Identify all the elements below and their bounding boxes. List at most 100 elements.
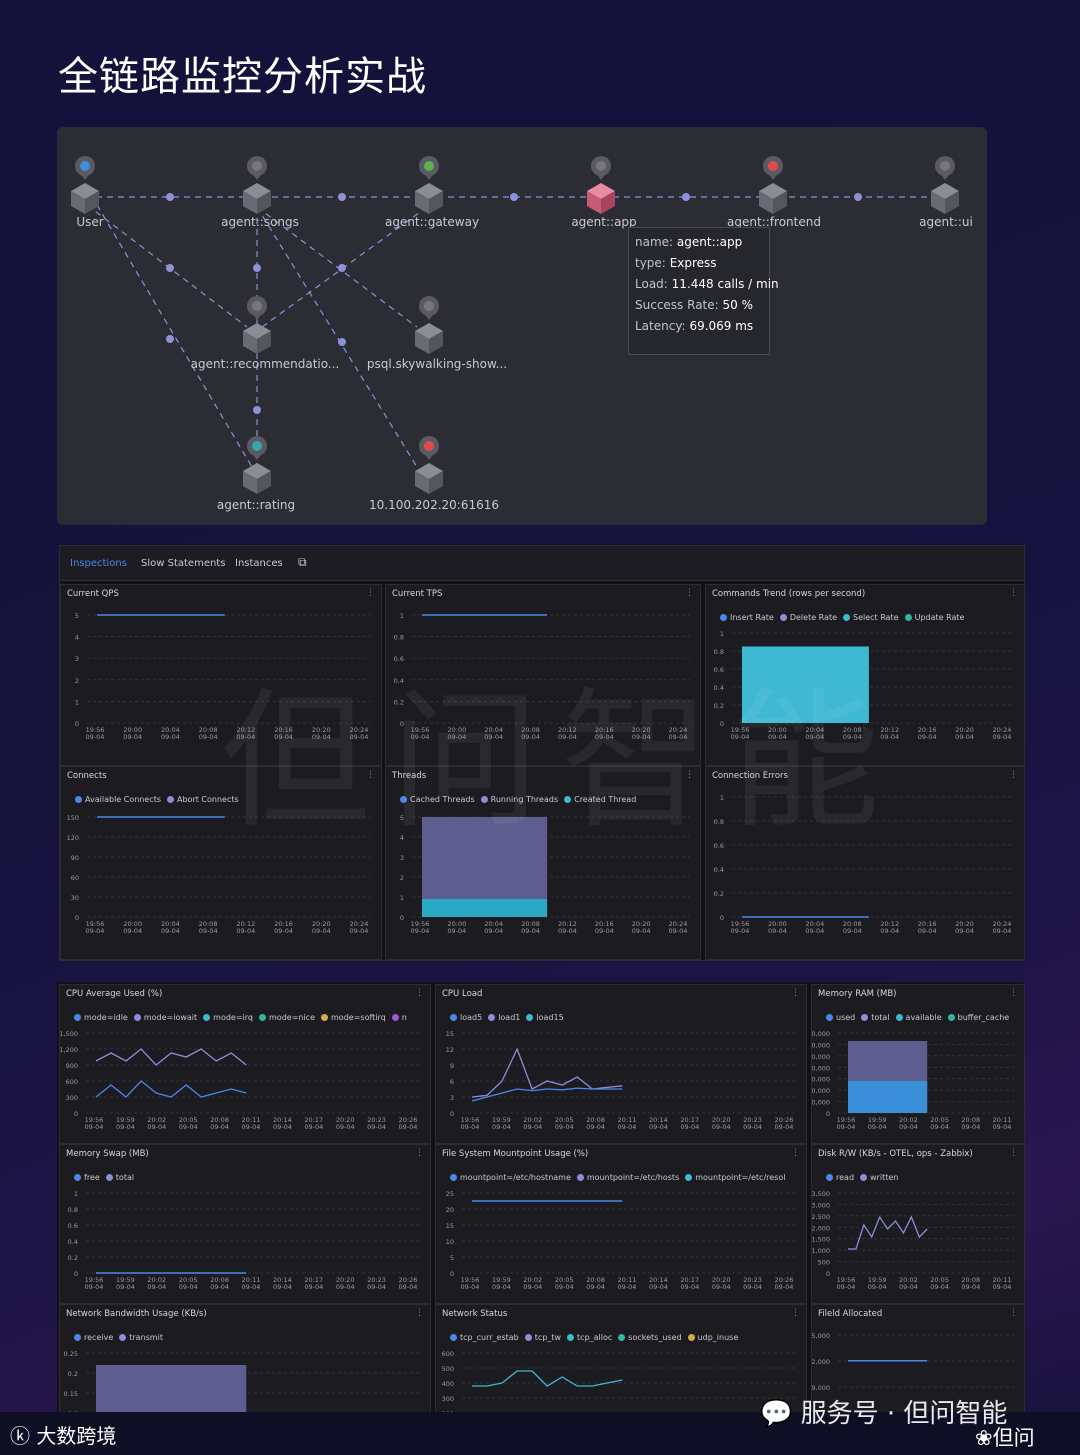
node-ui[interactable]	[931, 156, 959, 214]
x-tick-date: 09-04	[116, 1283, 135, 1291]
chart-panel[interactable]: Connects ⋮ Available Connects Abort Connect…	[60, 766, 382, 960]
legend-item[interactable]: transmit	[129, 1333, 163, 1342]
legend-item[interactable]: read	[836, 1173, 855, 1182]
panel-menu-icon[interactable]: ⋮	[791, 1308, 800, 1318]
chart-svg: 0.25 0.2 0.15 0.1	[64, 1350, 420, 1413]
legend-item[interactable]: Insert Rate	[730, 613, 774, 622]
chart-panel[interactable]: Memory Swap (MB) ⋮ free total 1 0.8 0.6 0.4 0.2 0…	[59, 1144, 431, 1304]
legend-item[interactable]: tcp_tw	[534, 1333, 562, 1342]
legend-item[interactable]: load5	[460, 1013, 483, 1022]
chart-panel[interactable]: Current QPS ⋮ 5 4 3 2 1 0 19:56 09-04 20:00 09-04 20…	[60, 584, 382, 766]
legend-item[interactable]: mode=softirq	[331, 1013, 386, 1022]
legend-item[interactable]: mountpoint=/etc/resol	[695, 1173, 786, 1182]
legend-item[interactable]: n	[401, 1013, 407, 1022]
legend-item[interactable]: free	[84, 1173, 100, 1182]
legend-item[interactable]: Available Connects	[85, 795, 161, 804]
chart-panel[interactable]: Fileld Allocated ⋮ 15,000 12,000 9,000 6,000	[811, 1304, 1025, 1414]
panel-menu-icon[interactable]: ⋮	[415, 1148, 424, 1158]
chart-panel[interactable]: CPU Load ⋮ load5 load1 load15 15 12 9 6 3 0 19:56 09…	[435, 984, 807, 1144]
legend-item[interactable]: mountpoint=/etc/hostname	[460, 1173, 571, 1182]
panel-menu-icon[interactable]: ⋮	[415, 1308, 424, 1318]
node-rating[interactable]	[243, 436, 271, 494]
tab-instances[interactable]: Instances	[235, 558, 283, 569]
legend-dot	[843, 614, 851, 621]
legend-item[interactable]: mode=nice	[269, 1013, 316, 1022]
chart-panel[interactable]: Threads ⋮ Cached Threads Running Threads Cre…	[385, 766, 701, 960]
legend-dot	[259, 1014, 266, 1021]
chart-panel[interactable]: Connection Errors ⋮ 1 0.8 0.6 0.4 0.2 0 19:56 09-…	[705, 766, 1025, 960]
legend-item[interactable]: receive	[84, 1333, 114, 1342]
panel-menu-icon[interactable]: ⋮	[1009, 988, 1018, 998]
x-tick-label: 20:04	[805, 920, 824, 928]
x-tick-date: 09-04	[274, 733, 293, 741]
chart-svg: 54321019:5609-0420:0009-0420:0409-0420:0…	[400, 814, 690, 935]
legend-item[interactable]: sockets_used	[628, 1333, 682, 1342]
panel-menu-icon[interactable]: ⋮	[685, 588, 694, 598]
chart-panel[interactable]: CPU Average Used (%) ⋮ mode=idle mode=iowai…	[59, 984, 431, 1144]
legend-item[interactable]: available	[905, 1013, 942, 1022]
legend-item[interactable]: mode=irq	[213, 1013, 253, 1022]
topology-graph[interactable]	[57, 127, 987, 525]
x-tick-label: 20:23	[367, 1116, 386, 1124]
node-user[interactable]	[71, 156, 99, 214]
panel-menu-icon[interactable]: ⋮	[366, 588, 375, 598]
node-ip[interactable]	[415, 436, 443, 494]
node-songs[interactable]	[243, 156, 271, 214]
legend-item[interactable]: Delete Rate	[789, 613, 838, 622]
panel-menu-icon[interactable]: ⋮	[1009, 1148, 1018, 1158]
legend-item[interactable]: Running Threads	[490, 795, 559, 804]
panel-menu-icon[interactable]: ⋮	[685, 770, 694, 780]
chart-panel[interactable]: Network Status ⋮ tcp_curr_estab tcp_tw tcp_a…	[435, 1304, 807, 1414]
panel-menu-icon[interactable]: ⋮	[1009, 588, 1018, 598]
node-psql[interactable]	[415, 296, 443, 354]
y-tick-label: 5	[450, 1254, 454, 1262]
node-pin-icon	[247, 296, 267, 320]
legend-item[interactable]: Created Thread	[574, 795, 637, 804]
panel-menu-icon[interactable]: ⋮	[366, 770, 375, 780]
chart-panel[interactable]: Commands Trend (rows per second) ⋮ Insert …	[705, 584, 1025, 766]
y-tick-label: 15,000	[812, 1332, 830, 1340]
chart-panel[interactable]: File System Mountpoint Usage (%) ⋮ mountpo…	[435, 1144, 807, 1304]
series-line	[95, 1048, 247, 1066]
legend-item[interactable]: used	[836, 1013, 856, 1022]
legend-item[interactable]: total	[115, 1173, 135, 1182]
chart-panel[interactable]: Network Bandwidth Usage (KB/s) ⋮ receive tr…	[59, 1304, 431, 1414]
series-line	[471, 1087, 623, 1102]
node-frontend[interactable]	[759, 156, 787, 214]
topology-panel[interactable]: User agent::songs agent::gateway agent::…	[57, 127, 987, 525]
tab-inspections[interactable]: Inspections	[70, 558, 127, 569]
legend-item[interactable]: load15	[536, 1013, 564, 1022]
chart-panel[interactable]: Disk R/W (KB/s - OTEL, ops - Zabbix) ⋮ rea…	[811, 1144, 1025, 1304]
node-gateway[interactable]	[415, 156, 443, 214]
chart-panel[interactable]: Current TPS ⋮ 1 0.8 0.6 0.4 0.2 0 19:56 09-04 20:0…	[385, 584, 701, 766]
panel-menu-icon[interactable]: ⋮	[1009, 770, 1018, 780]
legend-item[interactable]: mode=idle	[84, 1013, 128, 1022]
panel-menu-icon[interactable]: ⋮	[415, 988, 424, 998]
x-tick-date: 09-04	[961, 1283, 980, 1291]
legend-item[interactable]: Abort Connects	[177, 795, 239, 804]
legend-item[interactable]: buffer_cache	[957, 1013, 1010, 1022]
panel-menu-icon[interactable]: ⋮	[791, 988, 800, 998]
node-app[interactable]	[587, 156, 615, 214]
panel-menu-icon[interactable]: ⋮	[791, 1148, 800, 1158]
copy-icon[interactable]: ⧉	[298, 555, 307, 569]
legend-item[interactable]: total	[871, 1013, 890, 1022]
legend-item[interactable]: mode=iowait	[143, 1013, 198, 1022]
legend-item[interactable]: written	[870, 1173, 899, 1182]
legend-item[interactable]: mountpoint=/etc/hosts	[586, 1173, 680, 1182]
panel-menu-icon[interactable]: ⋮	[1009, 1308, 1018, 1318]
x-tick-label: 19:56	[461, 1116, 480, 1124]
legend-item[interactable]: tcp_alloc	[577, 1333, 613, 1342]
legend-item[interactable]: Select Rate	[853, 613, 899, 622]
x-tick-date: 09-04	[210, 1283, 229, 1291]
legend-item[interactable]: udp_inuse	[697, 1333, 739, 1342]
chart-panel[interactable]: Memory RAM (MB) ⋮ used total available buffer…	[811, 984, 1025, 1144]
x-tick-label: 20:26	[399, 1276, 418, 1284]
legend-item[interactable]: load1	[498, 1013, 521, 1022]
x-tick-label: 19:59	[116, 1116, 135, 1124]
tab-slow-statements[interactable]: Slow Statements	[141, 558, 226, 569]
node-recommendation[interactable]	[243, 296, 271, 354]
legend-item[interactable]: Update Rate	[914, 613, 965, 622]
legend-item[interactable]: Cached Threads	[410, 795, 475, 804]
legend-item[interactable]: tcp_curr_estab	[460, 1333, 519, 1342]
